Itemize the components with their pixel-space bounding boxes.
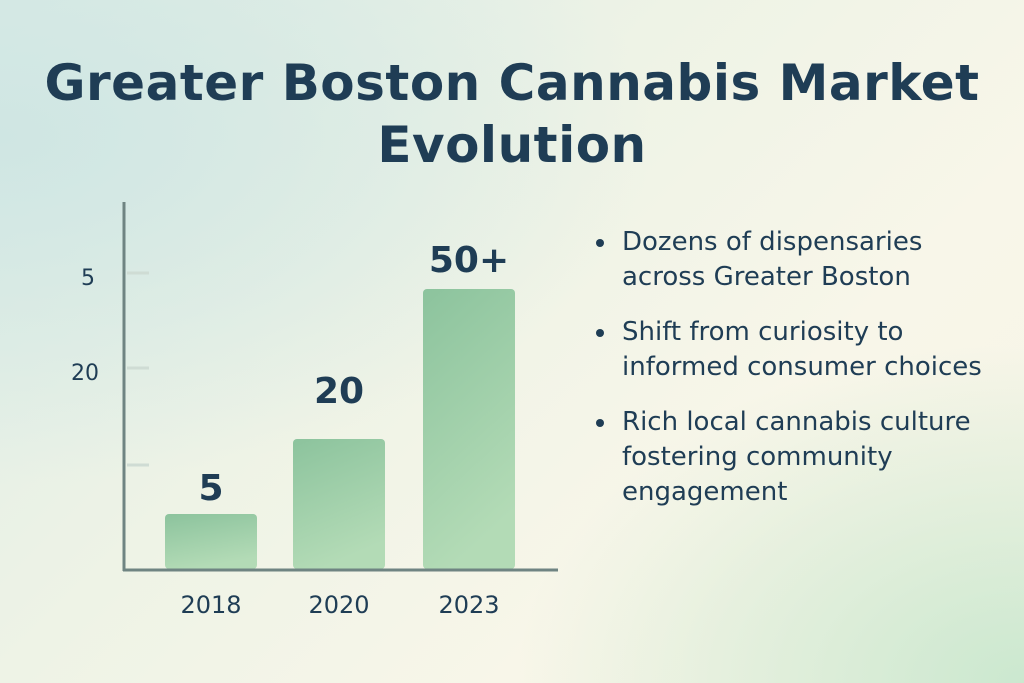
x-tick-label: 2018 xyxy=(180,591,241,619)
x-tick-label: 2023 xyxy=(438,591,499,619)
bullet-item: Dozens of dispensaries across Greater Bo… xyxy=(592,225,1012,295)
y-tick-label: 5 xyxy=(81,266,95,291)
data-label: 20 xyxy=(314,371,364,412)
data-label: 50+ xyxy=(429,240,509,281)
bullet-item: Rich local cannabis culture fostering co… xyxy=(592,405,1012,510)
bullet-item: Shift from curiosity to informed consume… xyxy=(592,315,1012,385)
bullet-icon xyxy=(596,329,604,337)
bullet-list: Dozens of dispensaries across Greater Bo… xyxy=(592,225,1012,530)
bullet-icon xyxy=(596,419,604,427)
bullet-icon xyxy=(596,239,604,247)
x-tick-label: 2020 xyxy=(308,591,369,619)
bar-2023 xyxy=(423,289,515,569)
page-title: Greater Boston Cannabis Market Evolution xyxy=(44,54,980,174)
bar-2018 xyxy=(165,514,257,569)
data-label: 5 xyxy=(198,468,223,509)
bar-2020 xyxy=(293,439,385,569)
y-tick-label: 20 xyxy=(71,361,99,386)
